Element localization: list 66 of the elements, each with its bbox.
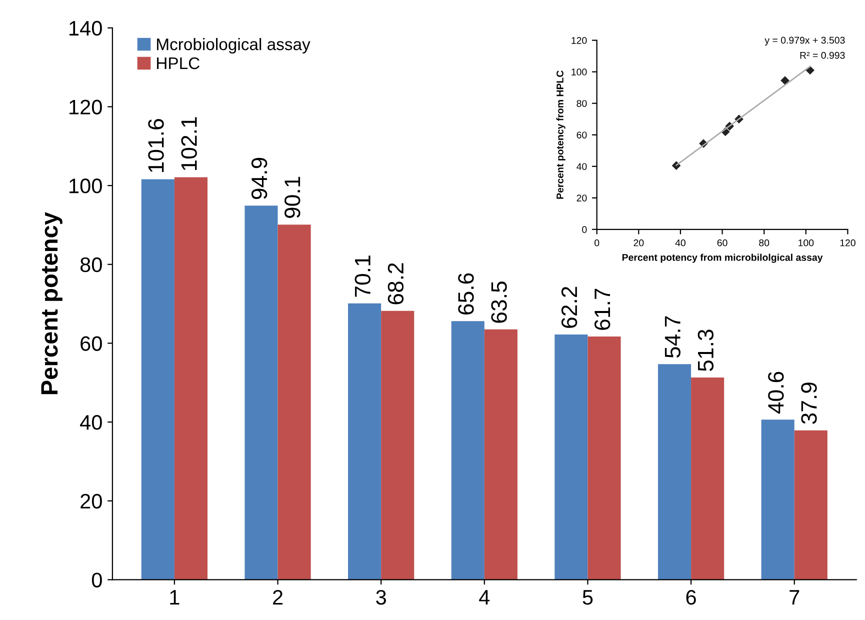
x-tick-label: 60 xyxy=(717,239,728,246)
x-tick-label: 2 xyxy=(273,590,283,605)
y-axis-title: Percent potency from HPLC xyxy=(556,70,566,199)
y-tick-label: 120 xyxy=(572,37,587,44)
bar xyxy=(794,430,828,580)
x-tick-label: 6 xyxy=(686,590,696,605)
y-tick-label: 80 xyxy=(576,100,587,107)
data-label: 63.5 xyxy=(491,282,507,323)
annotation: R² = 0.993 xyxy=(800,52,845,59)
data-label: 94.9 xyxy=(251,158,268,200)
x-tick-label: 100 xyxy=(798,239,814,246)
data-label: 51.3 xyxy=(698,330,714,372)
y-tick-label: 100 xyxy=(70,178,102,194)
y-tick-label: 120 xyxy=(70,100,102,114)
legend-label: HPLC xyxy=(157,57,200,70)
data-label: 70.1 xyxy=(354,256,371,297)
bar xyxy=(554,334,588,580)
annotation: y = 0.979x + 3.503 xyxy=(764,36,845,46)
x-tick-label: 3 xyxy=(376,590,386,605)
y-tick-label: 140 xyxy=(70,20,102,36)
data-label: 102.1 xyxy=(181,117,197,170)
bar xyxy=(244,206,278,580)
y-tick-label: 100 xyxy=(572,68,587,76)
data-label: 37.9 xyxy=(801,382,817,424)
data-label: 68.2 xyxy=(388,263,404,304)
y-axis-title: Percent potency xyxy=(41,212,62,394)
bar xyxy=(484,329,518,580)
bar xyxy=(761,420,794,580)
x-tick-label: 5 xyxy=(582,590,593,605)
x-tick-label: 7 xyxy=(790,590,800,605)
x-tick-label: 20 xyxy=(634,239,644,246)
point xyxy=(806,66,814,74)
point xyxy=(780,76,790,85)
x-tick-label: 4 xyxy=(479,590,490,605)
y-tick-label: 60 xyxy=(80,336,102,351)
data-label: 61.7 xyxy=(594,288,610,330)
bar xyxy=(658,364,692,580)
y-tick-label: 40 xyxy=(80,415,102,430)
x-tick-label: 80 xyxy=(759,239,770,246)
bar xyxy=(141,179,174,580)
data-label: 62.2 xyxy=(561,286,578,328)
data-label: 54.7 xyxy=(664,316,680,358)
bar xyxy=(691,378,724,580)
y-tick-label: 40 xyxy=(576,163,587,170)
y-tick-label: 0 xyxy=(582,226,587,234)
x-tick-label: 120 xyxy=(840,239,856,246)
y-tick-label: 80 xyxy=(80,257,102,272)
x-tick-label: 0 xyxy=(594,239,600,246)
x-tick-label: 40 xyxy=(675,239,686,246)
data-label: 40.6 xyxy=(768,372,784,414)
data-label: 90.1 xyxy=(284,176,300,218)
bar xyxy=(381,310,414,580)
data-label: 101.6 xyxy=(148,119,164,172)
y-tick-label: 20 xyxy=(576,194,587,202)
bar xyxy=(588,336,621,580)
x-axis-title: Percent potency from microbilolgical assay xyxy=(622,254,823,263)
bar xyxy=(451,321,484,580)
bar xyxy=(174,177,208,580)
bar xyxy=(278,224,311,580)
y-tick-label: 0 xyxy=(92,572,102,588)
x-tick-label: 1 xyxy=(170,590,180,605)
data-label: 65.6 xyxy=(458,273,474,314)
y-tick-label: 60 xyxy=(576,132,587,138)
y-tick-label: 20 xyxy=(80,494,102,509)
bar xyxy=(348,303,382,580)
legend-label: Mcrobiological assay xyxy=(157,38,310,54)
